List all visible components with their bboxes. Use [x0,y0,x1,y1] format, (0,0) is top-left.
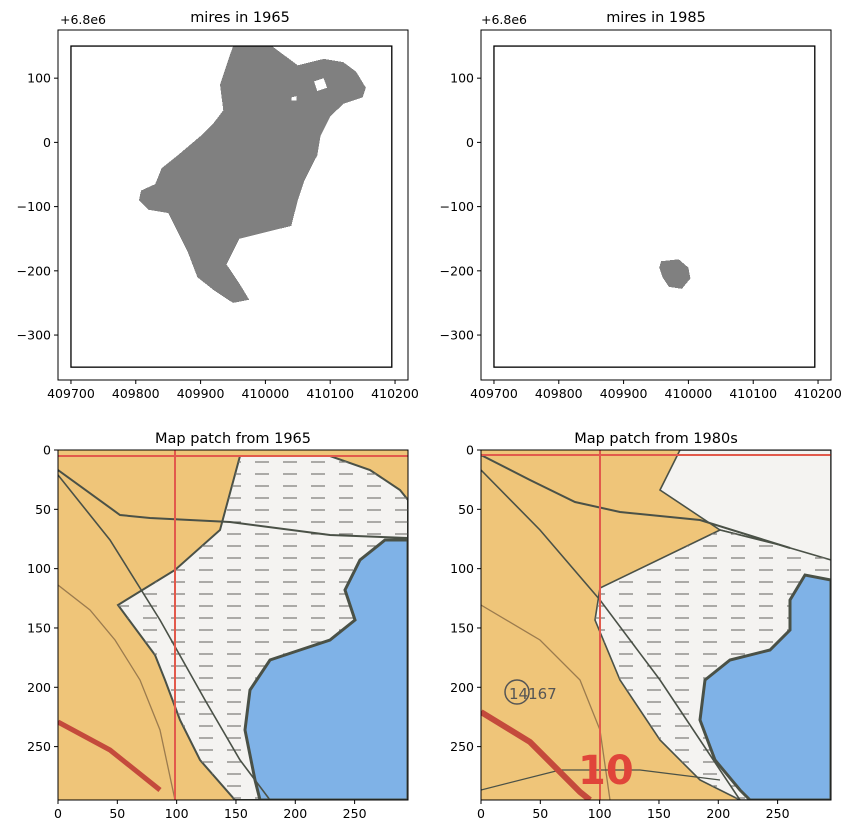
x-tick-label: 410200 [371,386,419,401]
chart-title: Map patch from 1980s [574,431,738,447]
chart-title: mires in 1985 [606,10,706,26]
y-axis: 0 50 100 150 200 250 [450,443,481,754]
y-tick-label: −200 [17,263,51,278]
x-tick-label: 409700 [470,386,518,401]
x-tick-label: 409900 [177,386,225,401]
x-axis: 0 50 100 150 200 250 [54,800,367,821]
survey-point-marker [504,679,530,705]
y-tick-label: 200 [450,680,474,695]
x-tick-label: 410100 [729,386,777,401]
chart-mires-1985: mires in 1985 +6.8e6 409700 409800 409900 4… [440,10,842,401]
y-tick-label: 0 [43,135,51,150]
axes-frame [480,29,832,381]
y-tick-label: −300 [440,328,474,343]
y-tick-label: −100 [17,199,51,214]
x-tick-label: 0 [54,806,62,821]
x-tick-label: 150 [224,806,248,821]
y-tick-label: 0 [466,443,474,458]
y-tick-label: 100 [27,561,51,576]
x-tick-label: 250 [766,806,790,821]
y-tick-label: −200 [440,263,474,278]
y-tick-label: 150 [27,620,51,635]
chart-title: Map patch from 1965 [155,431,311,447]
y-tick-label: 100 [450,71,474,86]
x-tick-label: 100 [588,806,612,821]
y-axis: 100 0 −100 −200 −300 [440,71,481,343]
y-tick-label: 250 [27,739,51,754]
y-tick-label: 250 [450,739,474,754]
x-tick-label: 250 [343,806,367,821]
x-tick-label: 409900 [600,386,648,401]
y-tick-label: 0 [466,135,474,150]
mire-polygon [139,46,366,303]
x-tick-label: 410000 [665,386,713,401]
chart-title: mires in 1965 [190,10,290,26]
boundary-line [481,469,741,800]
y-offset-label: +6.8e6 [481,12,527,27]
y-axis: 100 0 −100 −200 −300 [17,71,58,343]
x-tick-label: 50 [109,806,125,821]
boundary-line [58,474,271,800]
mire-hatching [118,456,408,800]
chart-mires-1965: mires in 1965 +6.8e6 409700 409800 409900 4… [17,10,419,401]
boundary-line [481,454,791,549]
x-axis: 409700 409800 409900 410000 410100 410200 [470,380,842,401]
x-tick-label: 100 [165,806,189,821]
axes-frame [57,449,409,801]
road [58,719,162,792]
study-area-boundary [70,45,393,368]
x-tick-label: 0 [477,806,485,821]
lake-area [698,573,831,800]
lake-area [243,538,408,800]
x-tick-label: 200 [283,806,307,821]
x-tick-label: 150 [647,806,671,821]
y-axis: 0 50 100 150 200 250 [27,443,58,754]
study-area-boundary [493,45,816,368]
x-axis: 409700 409800 409900 410000 410100 410200 [47,380,419,401]
mire-polygon [659,259,691,289]
x-tick-label: 409700 [47,386,95,401]
boundary-line [58,469,408,539]
map-image [58,450,408,800]
y-tick-label: 150 [450,620,474,635]
x-tick-label: 410000 [242,386,290,401]
x-tick-label: 410100 [306,386,354,401]
axes-frame [480,449,832,801]
x-tick-label: 200 [706,806,730,821]
y-tick-label: 100 [450,561,474,576]
y-tick-label: 50 [35,502,51,517]
survey-point-label: 14167 [509,685,557,703]
map-number-label: 10 [578,748,634,794]
map-image: 14167 10 [481,450,831,800]
x-tick-label: 410200 [794,386,842,401]
map-patch-1980s: Map patch from 1980s 14167 10 [450,431,832,821]
x-tick-label: 409800 [112,386,160,401]
y-tick-label: −100 [440,199,474,214]
x-tick-label: 50 [532,806,548,821]
boundary-line [58,584,176,800]
x-tick-label: 409800 [535,386,583,401]
mire-area [659,259,691,289]
y-offset-label: +6.8e6 [60,12,106,27]
y-tick-label: 100 [27,71,51,86]
y-tick-label: 200 [27,680,51,695]
x-axis: 0 50 100 150 200 250 [477,800,790,821]
y-tick-label: −300 [17,328,51,343]
axes-frame [57,29,409,381]
boundary-line [481,604,611,800]
map-patch-1965: Map patch from 1965 0 50 100 150 200 250 0 50 1… [27,431,409,821]
road [481,709,592,800]
y-tick-label: 0 [43,443,51,458]
mire-area [139,46,366,303]
y-tick-label: 50 [458,502,474,517]
